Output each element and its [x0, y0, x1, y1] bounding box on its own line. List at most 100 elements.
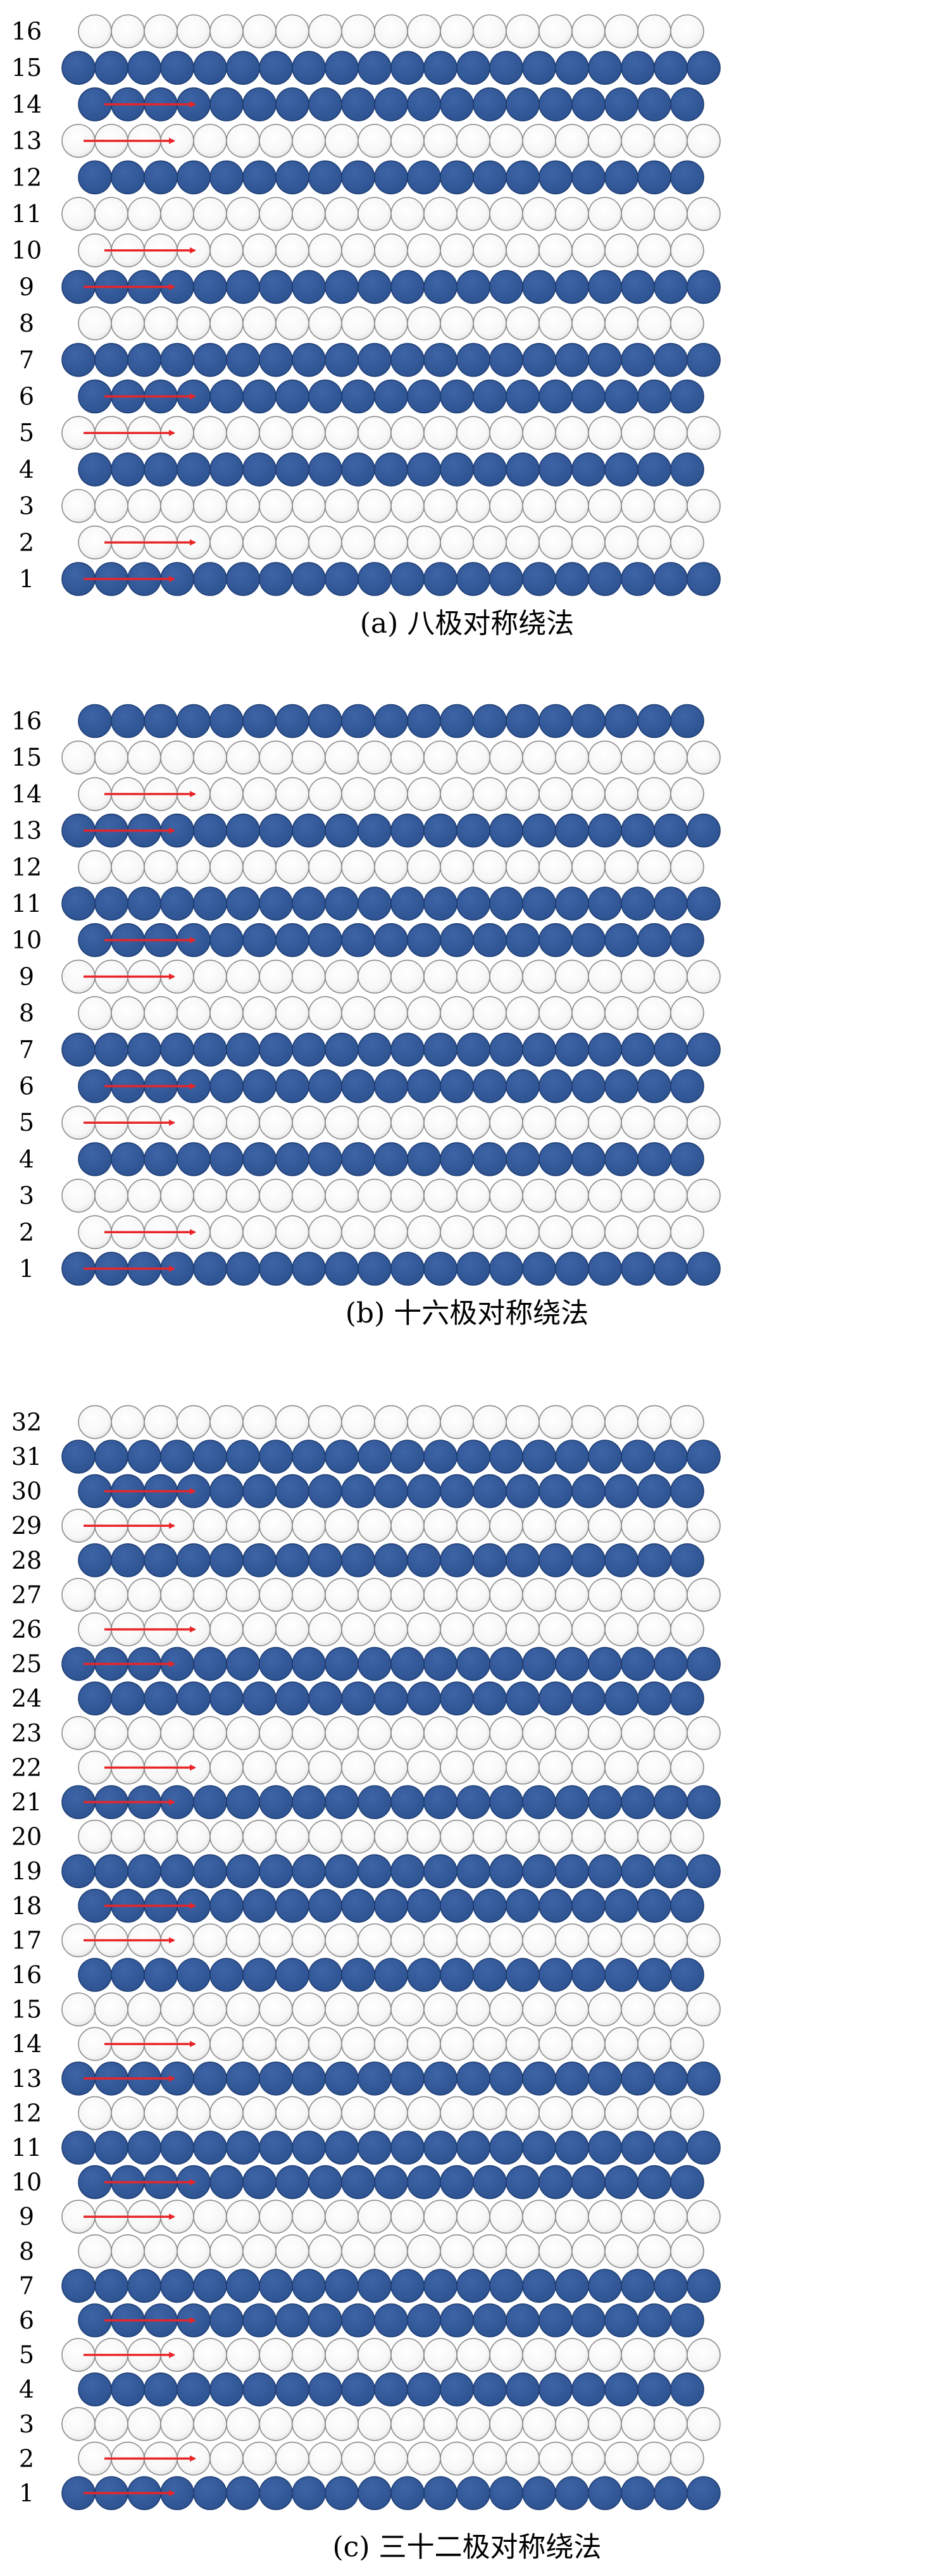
- wire-turn-filled: [358, 1033, 392, 1067]
- wire-turn-filled: [308, 160, 342, 195]
- wire-turn-filled: [604, 1543, 638, 1577]
- wire-turn-filled: [571, 452, 606, 487]
- wire-turn-empty: [654, 123, 688, 158]
- wire-turn-empty: [341, 233, 375, 268]
- wire-turn-filled: [226, 2131, 260, 2165]
- wire-turn-filled: [489, 2062, 523, 2096]
- layer-number-label: 11: [11, 2134, 42, 2162]
- wire-turn-filled: [390, 2131, 425, 2165]
- wire-turn-filled: [193, 342, 227, 377]
- layer-number-label: 4: [19, 456, 34, 483]
- wire-turn-filled: [522, 1252, 556, 1286]
- wire-turn-empty: [440, 306, 474, 340]
- layer-number-label: 7: [19, 346, 34, 374]
- layer-row-3: 3: [19, 2407, 721, 2441]
- wire-turn-empty: [308, 1405, 342, 1440]
- wire-turn-filled: [292, 1854, 326, 1888]
- wire-turn-filled: [78, 1681, 112, 1715]
- wire-turn-filled: [341, 87, 375, 121]
- wire-turn-filled: [390, 51, 425, 85]
- layer-row-8: 8: [19, 996, 704, 1030]
- wire-turn-empty: [325, 1509, 359, 1543]
- wire-turn-empty: [242, 1405, 277, 1440]
- layer-row-14: 14: [11, 777, 704, 811]
- wire-turn-empty: [571, 306, 606, 340]
- wire-turn-empty: [292, 1992, 326, 2027]
- wire-turn-empty: [456, 416, 490, 451]
- wire-turn-empty: [226, 1716, 260, 1750]
- wire-turn-filled: [588, 342, 622, 377]
- wire-turn-filled: [292, 2268, 326, 2303]
- wire-turn-filled: [390, 1033, 425, 1067]
- wire-turn-filled: [358, 342, 392, 377]
- wire-turn-empty: [555, 1178, 589, 1213]
- wire-turn-empty: [539, 1215, 573, 1250]
- wire-turn-empty: [358, 1716, 392, 1750]
- wire-turn-filled: [522, 813, 556, 848]
- wire-turn-filled: [111, 1681, 145, 1715]
- wire-turn-empty: [654, 959, 688, 994]
- wire-turn-filled: [555, 2062, 589, 2096]
- wire-turn-empty: [604, 2096, 638, 2131]
- wire-turn-empty: [588, 2407, 622, 2441]
- wire-turn-filled: [374, 1958, 408, 1992]
- wire-turn-filled: [177, 2372, 211, 2406]
- wire-turn-filled: [275, 1958, 309, 1992]
- wire-turn-empty: [621, 2407, 655, 2441]
- wire-turn-empty: [473, 1612, 507, 1646]
- wire-turn-filled: [456, 51, 490, 85]
- wire-turn-empty: [440, 1405, 474, 1440]
- wire-turn-empty: [325, 2200, 359, 2234]
- wire-turn-filled: [440, 1069, 474, 1104]
- wire-turn-empty: [687, 2337, 721, 2372]
- wire-turn-filled: [621, 51, 655, 85]
- wire-turn-empty: [193, 1923, 227, 1958]
- wire-turn-empty: [423, 1923, 458, 1958]
- wire-turn-filled: [407, 1958, 441, 1992]
- wire-turn-empty: [407, 1405, 441, 1440]
- wire-turn-empty: [407, 2027, 441, 2061]
- wire-turn-filled: [423, 51, 458, 85]
- layer-row-7: 7: [19, 342, 721, 377]
- wire-turn-empty: [473, 306, 507, 340]
- wire-turn-empty: [687, 2200, 721, 2234]
- layer-row-1: 1: [19, 562, 721, 596]
- wire-turn-empty: [654, 197, 688, 231]
- wire-turn-filled: [325, 1785, 359, 1819]
- layer-row-16: 16: [11, 704, 704, 738]
- wire-turn-empty: [473, 2234, 507, 2268]
- wire-turn-filled: [61, 2131, 96, 2165]
- wire-turn-empty: [440, 2234, 474, 2268]
- wire-turn-filled: [654, 2131, 688, 2165]
- wire-turn-empty: [193, 1577, 227, 1612]
- wire-turn-empty: [242, 233, 277, 268]
- wire-turn-empty: [242, 1215, 277, 1250]
- wire-turn-filled: [637, 160, 671, 195]
- wire-turn-empty: [325, 959, 359, 994]
- wire-turn-empty: [358, 1105, 392, 1140]
- wire-turn-empty: [160, 197, 194, 231]
- wire-turn-filled: [341, 1681, 375, 1715]
- wire-turn-filled: [226, 2062, 260, 2096]
- layer-number-label: 14: [11, 90, 42, 118]
- wire-turn-filled: [308, 1889, 342, 1923]
- wire-turn-filled: [670, 923, 704, 957]
- wire-turn-filled: [374, 1681, 408, 1715]
- wire-turn-filled: [407, 87, 441, 121]
- wire-turn-empty: [440, 2027, 474, 2061]
- wire-turn-filled: [259, 813, 293, 848]
- wire-turn-filled: [275, 87, 309, 121]
- wire-turn-filled: [226, 2268, 260, 2303]
- wire-turn-filled: [193, 51, 227, 85]
- wire-turn-filled: [571, 2303, 606, 2337]
- wire-turn-filled: [423, 1646, 458, 1681]
- layer-number-label: 2: [19, 1218, 34, 1246]
- wire-turn-filled: [571, 1681, 606, 1715]
- wire-turn-empty: [588, 416, 622, 451]
- wire-turn-empty: [374, 1405, 408, 1440]
- wire-turn-filled: [358, 887, 392, 921]
- wire-turn-filled: [177, 1543, 211, 1577]
- wire-turn-empty: [489, 2407, 523, 2441]
- wire-turn-empty: [670, 306, 704, 340]
- wire-turn-filled: [473, 1474, 507, 1509]
